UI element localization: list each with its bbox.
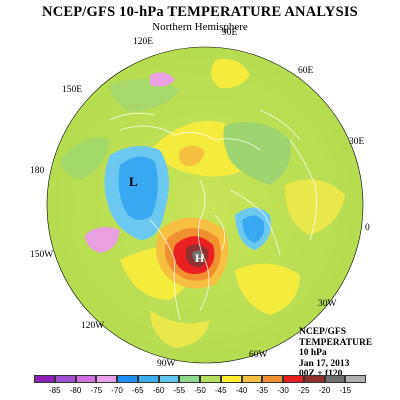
longitude-label-120e: 120E	[133, 37, 153, 47]
legend-swatch	[241, 375, 263, 383]
legend-tick-label: -85	[48, 386, 61, 395]
legend-swatch	[54, 375, 76, 383]
legend-swatch	[324, 375, 346, 383]
legend-swatch	[117, 375, 138, 383]
legend-tick-label: -55	[173, 386, 186, 395]
hemisphere-outline	[46, 46, 364, 364]
legend-tick-label: -75	[90, 386, 103, 395]
legend-swatch	[75, 375, 97, 383]
legend-swatch	[345, 375, 366, 383]
map-subtitle: Northern Hemisphere	[152, 21, 248, 33]
legend-tick-label: -25	[297, 386, 310, 395]
legend-swatch	[262, 375, 283, 383]
high-pressure-marker: H	[195, 251, 205, 265]
legend-tick-label: -15	[339, 386, 352, 395]
longitude-label-180: 180	[30, 166, 45, 176]
longitude-label-60e: 60E	[298, 66, 314, 76]
legend-tick-label: -45	[214, 386, 227, 395]
longitude-label-30w: 30W	[318, 299, 337, 309]
longitude-label-30e: 30E	[349, 137, 365, 147]
legend-tick-label: -70	[111, 386, 123, 395]
longitude-label-150e: 150E	[62, 85, 82, 95]
legend-tick-label: -40	[235, 386, 248, 395]
temperature-field	[60, 59, 345, 348]
legend-swatch	[96, 375, 117, 383]
longitude-label-90w: 90W	[157, 359, 176, 369]
legend-tick-label: -20	[318, 386, 331, 395]
legend-tick-label: -80	[69, 386, 82, 395]
legend-tick-label: -30	[277, 386, 289, 395]
legend-swatch	[200, 375, 221, 383]
legend-tick-label: -65	[131, 386, 144, 395]
longitude-label-0: 0	[365, 223, 370, 233]
info-block: NCEP/GFS TEMPERATURE 10 hPa Jan 17, 2013…	[299, 327, 372, 380]
legend-swatch	[34, 375, 55, 383]
legend-ticks: -85 -80 -75 -70 -65 -60 -55 -50 -45 -40 -35 -30 -25-…	[34, 386, 366, 396]
info-level: 10 hPa	[299, 348, 327, 358]
legend-swatch	[303, 375, 325, 383]
legend-swatch	[137, 375, 159, 383]
legend-swatch	[283, 375, 304, 383]
info-variable: TEMPERATURE	[299, 337, 373, 348]
info-forecast: 00Z + f120	[299, 369, 343, 379]
info-model: NCEP/GFS	[299, 327, 346, 337]
color-legend	[34, 375, 366, 387]
longitude-label-90e: 90E	[222, 28, 238, 38]
longitude-label-60w: 60W	[249, 350, 268, 360]
legend-tick-label: -35	[256, 386, 269, 395]
legend-swatch	[179, 375, 200, 383]
longitude-label-120w: 120W	[81, 321, 104, 331]
longitude-label-150w: 150W	[30, 250, 53, 260]
low-pressure-marker: L	[129, 174, 138, 189]
legend-swatch	[220, 375, 242, 383]
legend-swatch	[158, 375, 180, 383]
info-date: Jan 17, 2013	[299, 358, 350, 369]
legend-tick-label: -60	[152, 386, 165, 395]
map-title: NCEP/GFS 10-hPa TEMPERATURE ANALYSIS	[42, 4, 358, 20]
legend-tick-label: -50	[194, 386, 206, 395]
